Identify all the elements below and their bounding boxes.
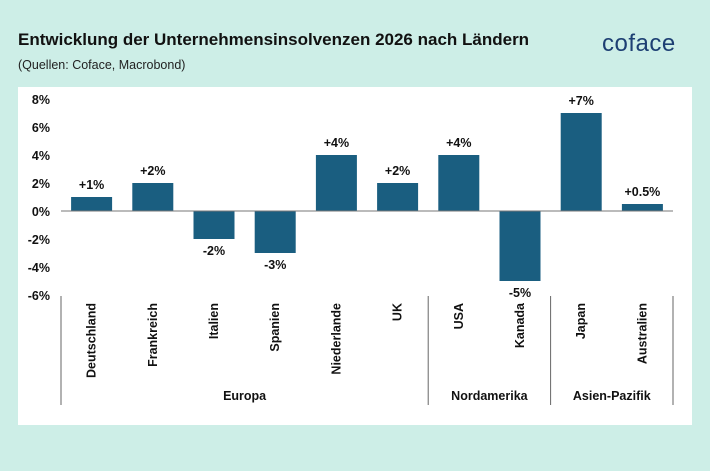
bar-deutschland (71, 197, 113, 211)
group-label: Nordamerika (451, 389, 528, 403)
chart-title: Entwicklung der Unternehmensinsolvenzen … (18, 30, 530, 49)
y-tick-label: -6% (28, 289, 50, 303)
group-label: Asien-Pazifik (573, 389, 651, 403)
category-label: Frankreich (146, 303, 160, 367)
category-label: Deutschland (85, 303, 99, 378)
y-tick-label: -2% (28, 233, 50, 247)
bar-spanien (254, 211, 296, 253)
data-label: -3% (264, 258, 286, 272)
data-label: +4% (324, 136, 349, 150)
data-label: +0.5% (625, 185, 661, 199)
bar-usa (438, 155, 480, 211)
data-label: +2% (140, 164, 165, 178)
y-tick-label: 4% (32, 149, 50, 163)
coface-logo: coface (602, 30, 676, 57)
data-label: +7% (569, 94, 594, 108)
y-tick-label: 0% (32, 205, 50, 219)
group-label: Europa (223, 389, 267, 403)
bar-italien (193, 211, 235, 239)
bar-frankreich (132, 183, 174, 211)
bar-australien (621, 204, 663, 211)
bar-kanada (499, 211, 541, 281)
category-label: Japan (574, 303, 588, 339)
category-label: Italien (207, 303, 221, 339)
data-label: -5% (509, 286, 531, 300)
y-tick-label: 2% (32, 177, 50, 191)
data-label: +2% (385, 164, 410, 178)
data-label: +1% (79, 178, 104, 192)
bar-niederlande (315, 155, 357, 211)
y-tick-label: 8% (32, 93, 50, 107)
chart-subtitle: (Quellen: Coface, Macrobond) (18, 58, 186, 72)
category-label: USA (452, 303, 466, 329)
category-label: Australien (635, 303, 649, 364)
y-tick-label: 6% (32, 121, 50, 135)
category-label: Niederlande (329, 303, 343, 375)
data-label: -2% (203, 244, 225, 258)
category-label: UK (391, 303, 405, 321)
bar-japan (560, 113, 602, 211)
y-tick-label: -4% (28, 261, 50, 275)
category-label: Kanada (513, 302, 527, 348)
bar-uk (377, 183, 419, 211)
data-label: +4% (446, 136, 471, 150)
category-label: Spanien (268, 303, 282, 352)
